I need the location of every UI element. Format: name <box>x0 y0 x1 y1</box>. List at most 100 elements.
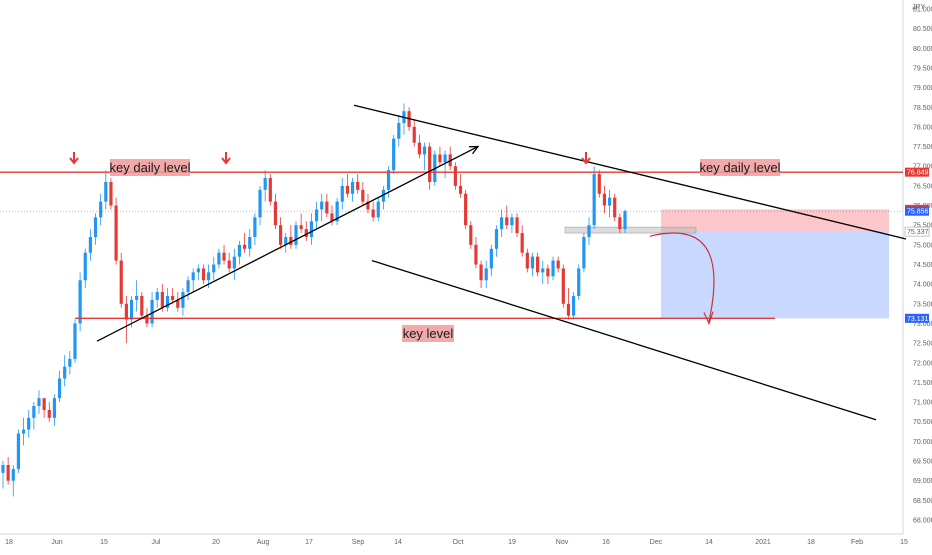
candle <box>11 464 15 497</box>
candle-body <box>227 260 231 269</box>
candle <box>587 217 591 245</box>
candle-body <box>489 248 493 269</box>
candle <box>525 248 529 273</box>
candle <box>530 252 535 277</box>
key-level-label: key level <box>402 325 454 342</box>
candle-body <box>350 181 355 194</box>
y-tick-label: 73.500 <box>913 301 932 308</box>
candle-body <box>222 252 226 261</box>
candle <box>42 398 46 418</box>
candle-body <box>412 126 416 143</box>
candle-body <box>505 217 509 226</box>
candle <box>145 307 149 328</box>
candle <box>294 221 298 249</box>
candle-body <box>376 201 380 218</box>
currency-label: JPY <box>912 4 925 11</box>
x-tick-label: 16 <box>602 539 610 546</box>
candle <box>16 429 21 473</box>
candle-body <box>335 201 339 222</box>
candle <box>83 248 87 289</box>
candle-body <box>196 268 200 273</box>
trendline-arrowhead <box>468 145 480 155</box>
candle-body <box>88 236 92 253</box>
candle-body <box>243 244 247 249</box>
annotation-text: key daily level <box>700 160 781 175</box>
candle <box>114 197 118 265</box>
candle-body <box>474 244 478 265</box>
y-tick-label: 69.500 <box>913 459 932 466</box>
candle <box>150 292 154 328</box>
price-tag: 75.856 <box>905 206 929 216</box>
x-tick-label: 18 <box>5 539 13 546</box>
x-tick-label: 18 <box>807 539 815 546</box>
candle-body <box>587 225 591 237</box>
candle <box>248 229 252 257</box>
candle-body <box>93 217 98 237</box>
candle <box>243 233 247 253</box>
x-tick-label: 14 <box>394 539 402 546</box>
candle-body <box>273 201 278 226</box>
candle <box>27 409 31 438</box>
x-tick-label: Oct <box>453 539 464 546</box>
candle <box>474 236 478 269</box>
down-arrow-icon <box>69 152 79 165</box>
candle-body <box>217 252 221 265</box>
candle <box>510 213 514 234</box>
candle <box>222 244 226 265</box>
candle <box>500 209 504 237</box>
candle-body <box>27 417 31 430</box>
candle <box>284 233 288 253</box>
key-daily-level-label: key daily level <box>700 159 781 176</box>
candle-body <box>268 178 272 202</box>
candle-body <box>212 264 216 273</box>
candle-body <box>6 464 10 481</box>
candle-body <box>119 260 123 304</box>
candle <box>484 260 488 289</box>
x-tick-label: 2021 <box>755 539 771 546</box>
candle-body <box>135 295 139 300</box>
candle <box>176 292 180 312</box>
candle-body <box>299 225 303 230</box>
candle-body <box>623 211 627 230</box>
candle <box>88 229 92 261</box>
candle <box>109 178 113 210</box>
y-tick-label: 68.500 <box>913 498 932 505</box>
candle-body <box>207 272 211 281</box>
candle-body <box>494 229 499 249</box>
y-tick-label: 71.500 <box>913 380 932 387</box>
candle-body <box>397 122 401 139</box>
candle <box>299 213 303 234</box>
candle <box>186 276 190 300</box>
candle <box>350 178 355 202</box>
projection-curve-arrow <box>649 232 715 322</box>
candle-body <box>556 260 560 269</box>
down-arrow-head <box>581 157 591 165</box>
candle <box>361 181 365 206</box>
candle <box>237 240 242 265</box>
candle-body <box>515 217 519 234</box>
candle-body <box>613 197 617 218</box>
candle-body <box>284 236 288 245</box>
candle-body <box>546 268 550 277</box>
candle <box>556 256 560 273</box>
candle-body <box>561 268 565 304</box>
candle-body <box>258 189 262 218</box>
candle-body <box>32 406 36 418</box>
y-tick-label: 77.000 <box>913 164 932 171</box>
candle <box>428 142 432 190</box>
candle <box>551 256 555 281</box>
candle <box>140 292 144 320</box>
candle <box>330 205 334 226</box>
candle-body <box>366 201 370 210</box>
x-tick-label: 15 <box>100 539 108 546</box>
candle-body <box>1 464 5 473</box>
price-tag-bg <box>905 206 929 216</box>
candle-body <box>237 244 242 257</box>
y-tick-label: 80.500 <box>913 26 932 33</box>
candle <box>335 197 339 226</box>
candle <box>356 174 360 194</box>
candle <box>438 146 442 167</box>
candle <box>37 390 41 414</box>
candle <box>453 162 457 190</box>
candle <box>582 233 586 273</box>
